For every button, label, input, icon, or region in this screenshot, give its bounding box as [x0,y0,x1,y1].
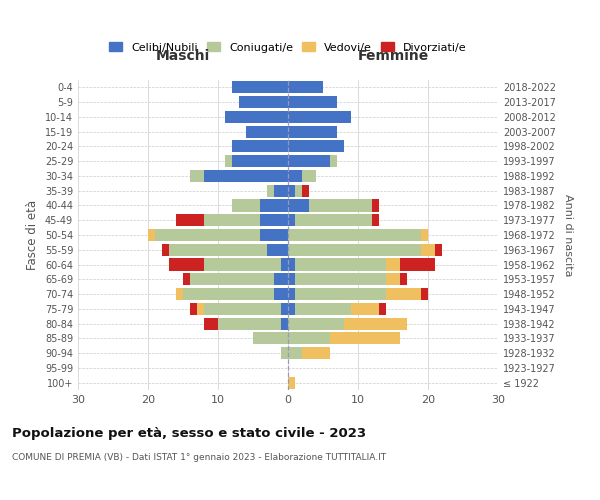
Text: Femmine: Femmine [358,48,428,62]
Bar [421,229,428,241]
Bar [232,140,288,152]
Bar [204,214,260,226]
Bar [288,184,295,197]
Bar [288,244,421,256]
Text: Maschi: Maschi [156,48,210,62]
Bar [197,303,204,315]
Bar [155,229,260,241]
Bar [204,170,288,182]
Bar [176,214,204,226]
Bar [260,200,288,211]
Bar [190,273,274,285]
Bar [225,111,288,123]
Y-axis label: Fasce di età: Fasce di età [26,200,39,270]
Bar [288,318,344,330]
Bar [176,288,183,300]
Bar [288,258,295,270]
Bar [274,184,288,197]
Bar [169,244,267,256]
Bar [435,244,442,256]
Bar [218,318,281,330]
Bar [288,288,295,300]
Bar [162,244,169,256]
Bar [372,200,379,211]
Bar [295,184,302,197]
Bar [190,170,204,182]
Bar [260,229,288,241]
Y-axis label: Anni di nascita: Anni di nascita [563,194,572,276]
Bar [295,273,386,285]
Bar [400,273,407,285]
Bar [421,244,435,256]
Bar [281,318,288,330]
Bar [169,258,204,270]
Bar [253,332,288,344]
Bar [302,170,316,182]
Bar [288,96,337,108]
Bar [288,126,337,138]
Bar [232,200,260,211]
Text: COMUNE DI PREMIA (VB) - Dati ISTAT 1° gennaio 2023 - Elaborazione TUTTITALIA.IT: COMUNE DI PREMIA (VB) - Dati ISTAT 1° ge… [12,452,386,462]
Bar [372,214,379,226]
Bar [239,96,288,108]
Bar [288,140,344,152]
Bar [386,288,421,300]
Bar [400,258,435,270]
Bar [330,332,400,344]
Bar [288,229,421,241]
Bar [295,214,372,226]
Bar [330,155,337,167]
Bar [183,288,274,300]
Bar [295,303,351,315]
Bar [148,229,155,241]
Bar [344,318,407,330]
Bar [288,82,323,94]
Bar [386,273,400,285]
Bar [274,288,288,300]
Bar [260,214,288,226]
Bar [288,111,351,123]
Bar [190,303,197,315]
Bar [281,258,288,270]
Bar [204,258,281,270]
Bar [288,273,295,285]
Bar [225,155,232,167]
Bar [379,303,386,315]
Bar [288,200,309,211]
Bar [386,258,400,270]
Bar [302,347,330,359]
Bar [281,303,288,315]
Bar [295,258,386,270]
Bar [288,376,295,388]
Bar [288,155,330,167]
Bar [309,200,372,211]
Legend: Celibi/Nubili, Coniugati/e, Vedovi/e, Divorziati/e: Celibi/Nubili, Coniugati/e, Vedovi/e, Di… [109,42,467,52]
Bar [274,273,288,285]
Bar [281,347,288,359]
Bar [232,155,288,167]
Bar [204,303,281,315]
Bar [232,82,288,94]
Bar [267,184,274,197]
Bar [288,214,295,226]
Bar [246,126,288,138]
Bar [288,347,302,359]
Bar [267,244,288,256]
Text: Popolazione per età, sesso e stato civile - 2023: Popolazione per età, sesso e stato civil… [12,428,366,440]
Bar [288,332,330,344]
Bar [204,318,218,330]
Bar [288,303,295,315]
Bar [295,288,386,300]
Bar [183,273,190,285]
Bar [288,170,302,182]
Bar [302,184,309,197]
Bar [421,288,428,300]
Bar [351,303,379,315]
